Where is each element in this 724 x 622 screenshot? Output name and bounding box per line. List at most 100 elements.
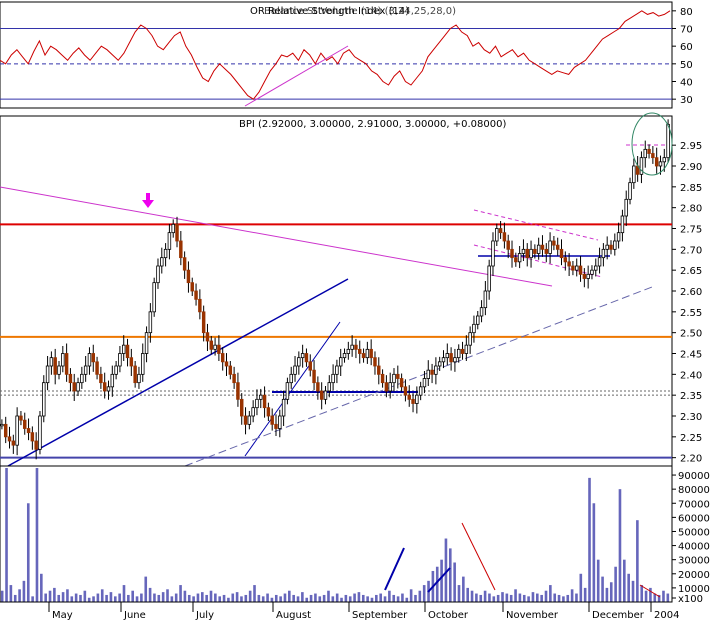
- volume-bar: [288, 590, 291, 602]
- candle-up: [42, 382, 46, 417]
- highlight-ellipse: [631, 112, 673, 176]
- candle-down: [30, 432, 35, 442]
- candle-down: [91, 353, 95, 363]
- candle-up: [620, 215, 625, 234]
- candle-down: [380, 373, 385, 384]
- candle-up: [278, 415, 282, 429]
- candle-up: [639, 157, 644, 175]
- volume-bar: [666, 593, 670, 602]
- candle-up: [491, 240, 495, 267]
- blue-uptrend-line-long: [7, 278, 349, 467]
- volume-bar: [636, 520, 639, 602]
- volume-bar: [492, 596, 496, 602]
- candle-up: [517, 253, 522, 263]
- volume-bar: [383, 596, 387, 602]
- price-tick-label: 2.65: [680, 266, 702, 277]
- month-label: October: [428, 610, 469, 621]
- volume-bar: [26, 503, 30, 602]
- price-tick-label: 2.25: [680, 433, 702, 444]
- candle-down: [430, 369, 434, 375]
- rsi-series-line: [0, 10, 671, 100]
- volume-bar: [22, 580, 26, 602]
- price-tick-label: 2.80: [680, 204, 702, 215]
- price-title: BPI (2.92000, 3.00000, 2.91000, 3.00000,…: [239, 119, 506, 130]
- candle-up: [495, 228, 499, 242]
- candle-down: [23, 419, 27, 429]
- volume-tick-label: 40000: [678, 542, 710, 553]
- candle-up: [483, 290, 488, 309]
- candle-down: [578, 265, 583, 275]
- volume-bar: [605, 587, 609, 602]
- candle-up: [83, 365, 88, 375]
- volume-bar: [549, 585, 552, 602]
- volume-bar: [396, 596, 400, 602]
- candle-down: [102, 382, 107, 392]
- volume-bar: [135, 596, 139, 602]
- volume-bar: [366, 596, 369, 602]
- candle-up: [415, 394, 419, 404]
- volume-bar: [35, 468, 39, 602]
- candle-down: [194, 290, 198, 300]
- volume-bar: [614, 566, 617, 602]
- volume-bar: [96, 593, 100, 602]
- month-label: August: [276, 610, 311, 621]
- volume-bar: [66, 589, 69, 602]
- month-label: 2004: [654, 610, 679, 621]
- volume-bar: [418, 590, 422, 602]
- volume-bar: [470, 590, 474, 602]
- candle-up: [247, 415, 252, 425]
- volume-bar: [257, 594, 261, 602]
- volume-bar: [435, 566, 439, 602]
- volume-bar: [5, 468, 8, 602]
- rsi-tick-label: 30: [680, 95, 693, 106]
- magenta-dashed-lower: [473, 244, 603, 278]
- candle-up: [521, 248, 526, 254]
- candle-down: [540, 244, 545, 250]
- candle-up: [167, 232, 172, 250]
- volume-bar: [348, 596, 352, 602]
- rsi-panel-frame: [0, 1, 673, 109]
- volume-bar: [592, 503, 596, 602]
- volume-bar: [127, 594, 130, 602]
- x-axis-month-labels: May June July August September October Novembe…: [48, 602, 679, 621]
- volume-bar: [92, 596, 95, 602]
- volume-bar: [218, 596, 222, 602]
- candle-down: [198, 298, 202, 313]
- candle-up: [338, 357, 343, 367]
- candle-down: [240, 398, 244, 417]
- candle-up: [114, 365, 118, 375]
- volume-bar: [231, 593, 235, 602]
- candle-up: [662, 157, 667, 163]
- volume-bar: [309, 594, 313, 602]
- candle-down: [506, 240, 510, 250]
- candle-down: [186, 269, 191, 284]
- volume-bar: [109, 592, 113, 602]
- volume-bar: [314, 593, 317, 602]
- candle-down: [651, 153, 655, 159]
- candle-down: [95, 361, 99, 375]
- candle-up: [422, 378, 427, 388]
- candle-down: [316, 382, 320, 392]
- candle-down: [571, 265, 575, 271]
- volume-annotation-lines: [384, 522, 661, 598]
- rsi-y-axis: 80 70 60 50 40 30: [672, 7, 693, 106]
- candle-down: [179, 240, 183, 259]
- volume-bar: [644, 590, 648, 602]
- rsi-reference-lines: [0, 28, 672, 100]
- volume-bar: [501, 592, 504, 602]
- volume-bar: [322, 594, 326, 602]
- volume-bar: [409, 589, 413, 602]
- volume-bar: [179, 585, 182, 602]
- volume-bar: [527, 596, 530, 602]
- candle-down: [3, 423, 8, 438]
- candle-up: [213, 344, 217, 350]
- volume-bar: [344, 594, 348, 602]
- volume-bar: [649, 587, 652, 602]
- candle-down: [525, 248, 529, 259]
- candle-up: [437, 361, 442, 367]
- candle-up: [456, 348, 461, 359]
- rsi-tick-label: 50: [680, 60, 693, 71]
- magenta-dashed-upper: [473, 209, 599, 241]
- candle-down: [354, 344, 358, 350]
